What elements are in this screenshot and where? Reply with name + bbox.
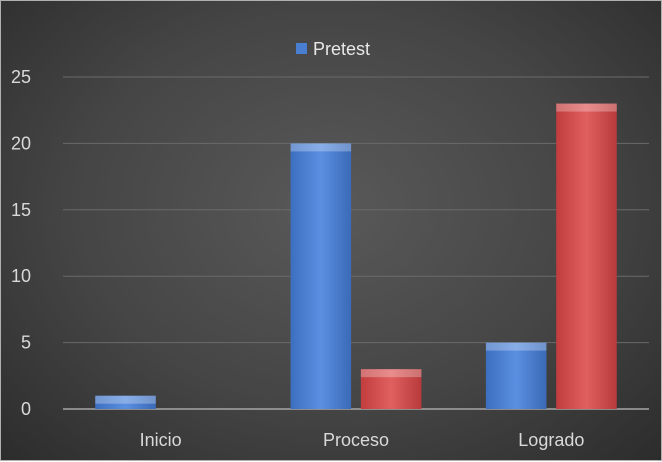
legend-label: Pretest [313, 39, 370, 59]
x-axis: Inicio Proceso Logrado [140, 430, 585, 450]
y-tick-label: 10 [11, 266, 31, 286]
gridlines [63, 76, 649, 344]
bar-series-1-logrado [556, 103, 617, 409]
y-tick-label: 25 [11, 67, 31, 87]
y-tick-label: 5 [21, 333, 31, 353]
legend-item: Pretest [296, 39, 370, 59]
x-tick-label: Logrado [518, 430, 584, 450]
bar-series-1-proceso [360, 369, 422, 409]
y-tick-label: 0 [21, 399, 31, 419]
bar-bevel [290, 143, 352, 152]
bar-series-0-inicio [95, 395, 156, 409]
legend: Pretest [296, 39, 370, 59]
bar [290, 143, 352, 409]
bar-series-0-logrado [485, 342, 547, 409]
bar-bevel [485, 342, 547, 351]
bar [485, 342, 547, 409]
bar-bevel [95, 395, 156, 404]
x-tick-label: Inicio [140, 430, 182, 450]
x-tick-label: Proceso [323, 430, 389, 450]
bars [95, 103, 617, 409]
bar [360, 369, 422, 409]
legend-swatch [296, 43, 307, 54]
bar [556, 103, 617, 409]
bar-bevel [360, 369, 422, 378]
y-tick-label: 20 [11, 133, 31, 153]
bar-series-0-proceso [290, 143, 352, 409]
bar-bevel [556, 103, 617, 112]
bar [95, 395, 156, 409]
y-tick-label: 15 [11, 200, 31, 220]
y-axis: 0 5 10 15 20 25 [11, 67, 649, 419]
